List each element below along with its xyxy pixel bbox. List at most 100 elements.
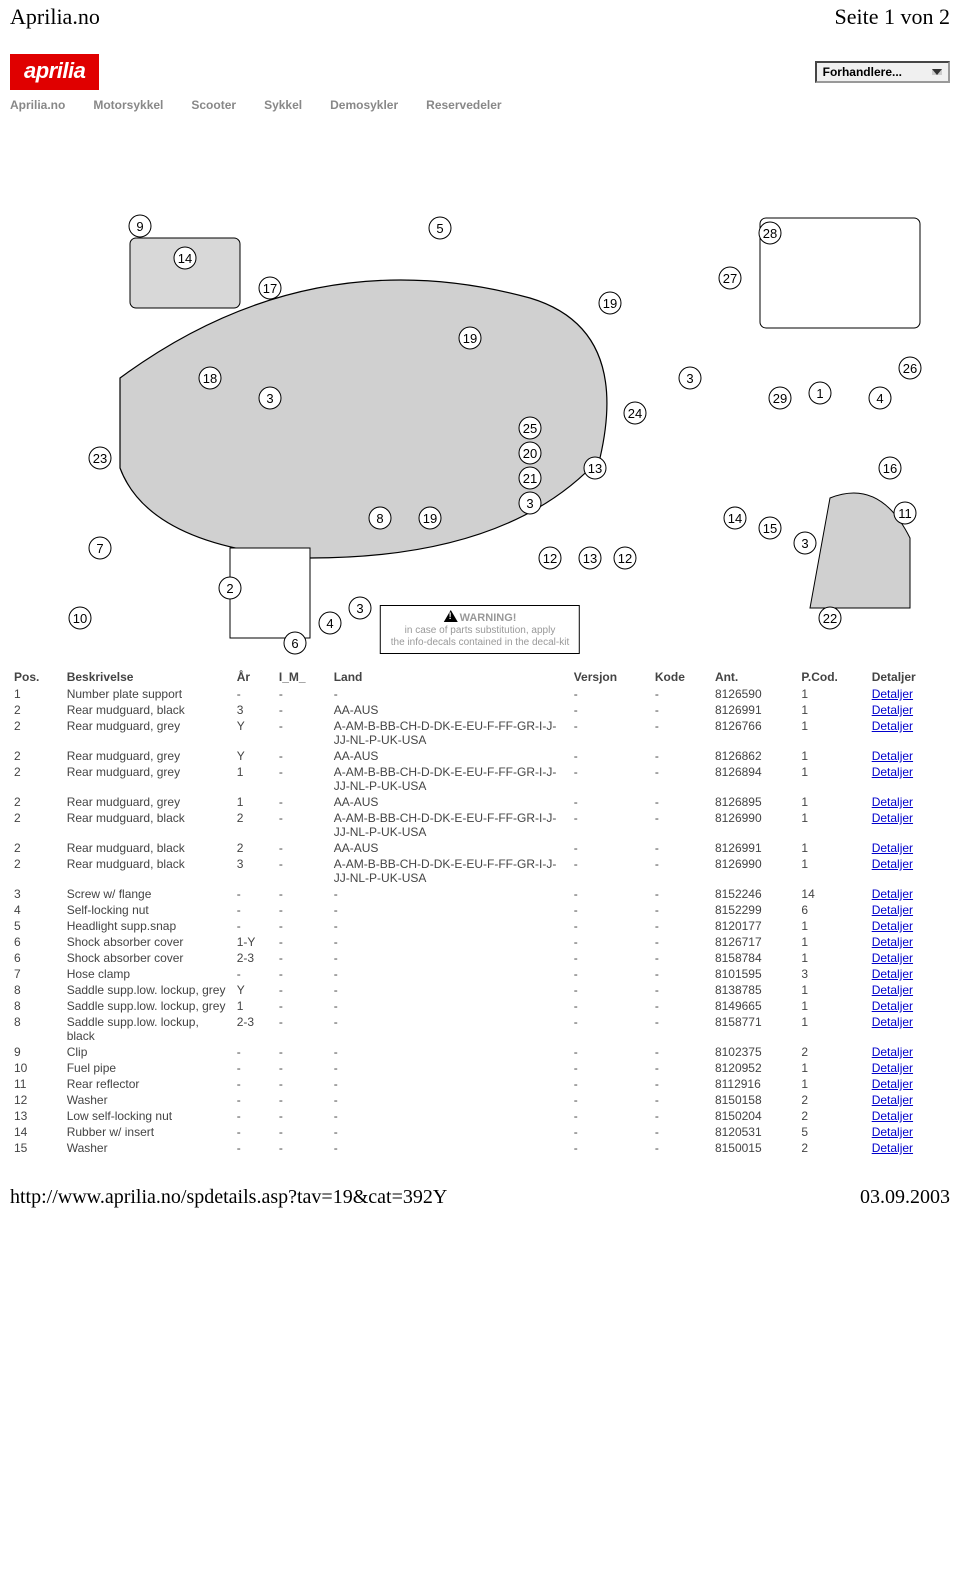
details-link[interactable]: Detaljer [872, 1109, 913, 1123]
details-link[interactable]: Detaljer [872, 1077, 913, 1091]
details-link[interactable]: Detaljer [872, 967, 913, 981]
warning-line2: the info-decals contained in the decal-k… [391, 637, 569, 649]
cell-ar: 2-3 [233, 1014, 275, 1044]
details-link[interactable]: Detaljer [872, 935, 913, 949]
details-link[interactable]: Detaljer [872, 1015, 913, 1029]
cell-land: AA-AUS [330, 840, 570, 856]
cell-desc: Rear mudguard, black [63, 856, 233, 886]
cell-ant: 8120952 [711, 1060, 797, 1076]
svg-text:19: 19 [603, 296, 617, 311]
dealer-dropdown[interactable]: Forhandlere... [815, 61, 950, 83]
cell-ant: 8126766 [711, 718, 797, 748]
cell-kode: - [651, 856, 711, 886]
details-link[interactable]: Detaljer [872, 1141, 913, 1155]
details-link[interactable]: Detaljer [872, 795, 913, 809]
cell-land: - [330, 1014, 570, 1044]
details-link[interactable]: Detaljer [872, 999, 913, 1013]
cell-ar: - [233, 902, 275, 918]
cell-pcod: 1 [797, 918, 867, 934]
cell-detaljer: Detaljer [868, 982, 950, 998]
svg-text:14: 14 [728, 511, 742, 526]
nav-item[interactable]: Motorsykkel [93, 98, 163, 112]
cell-ver: - [570, 1108, 651, 1124]
cell-im: - [275, 718, 330, 748]
footer-date: 03.09.2003 [860, 1186, 950, 1209]
aprilia-logo[interactable]: aprilia [10, 54, 99, 90]
cell-im: - [275, 856, 330, 886]
cell-ar: - [233, 886, 275, 902]
cell-pcod: 1 [797, 1076, 867, 1092]
nav-item[interactable]: Scooter [191, 98, 236, 112]
cell-pos: 15 [10, 1140, 63, 1156]
details-link[interactable]: Detaljer [872, 887, 913, 901]
cell-im: - [275, 1140, 330, 1156]
cell-ver: - [570, 886, 651, 902]
details-link[interactable]: Detaljer [872, 903, 913, 917]
cell-pcod: 1 [797, 1014, 867, 1044]
cell-ant: 8102375 [711, 1044, 797, 1060]
cell-ant: 8138785 [711, 982, 797, 998]
cell-kode: - [651, 764, 711, 794]
details-link[interactable]: Detaljer [872, 719, 913, 733]
cell-pos: 6 [10, 934, 63, 950]
cell-kode: - [651, 998, 711, 1014]
details-link[interactable]: Detaljer [872, 1045, 913, 1059]
cell-ant: 8126990 [711, 856, 797, 886]
svg-text:11: 11 [898, 506, 912, 521]
table-row: 8Saddle supp.low. lockup, black2-3----81… [10, 1014, 950, 1044]
nav-item[interactable]: Aprilia.no [10, 98, 65, 112]
cell-detaljer: Detaljer [868, 794, 950, 810]
nav-item[interactable]: Sykkel [264, 98, 302, 112]
table-row: 3Screw w/ flange-----815224614Detaljer [10, 886, 950, 902]
details-link[interactable]: Detaljer [872, 749, 913, 763]
details-link[interactable]: Detaljer [872, 951, 913, 965]
nav-item[interactable]: Reservedeler [426, 98, 501, 112]
cell-detaljer: Detaljer [868, 886, 950, 902]
details-link[interactable]: Detaljer [872, 703, 913, 717]
details-link[interactable]: Detaljer [872, 765, 913, 779]
cell-detaljer: Detaljer [868, 1060, 950, 1076]
cell-pos: 2 [10, 702, 63, 718]
cell-ver: - [570, 702, 651, 718]
details-link[interactable]: Detaljer [872, 841, 913, 855]
cell-kode: - [651, 748, 711, 764]
cell-im: - [275, 686, 330, 702]
table-row: 9Clip-----81023752Detaljer [10, 1044, 950, 1060]
cell-ant: 8158784 [711, 950, 797, 966]
cell-ver: - [570, 686, 651, 702]
cell-pos: 2 [10, 856, 63, 886]
cell-im: - [275, 902, 330, 918]
cell-ar: - [233, 1108, 275, 1124]
details-link[interactable]: Detaljer [872, 857, 913, 871]
print-header: Aprilia.no Seite 1 von 2 [0, 0, 960, 34]
diagram-svg: 9 14 17 5 18 3 23 7 10 2 6 4 3 8 19 19 2… [10, 118, 950, 658]
cell-land: AA-AUS [330, 748, 570, 764]
cell-ar: 1 [233, 998, 275, 1014]
svg-text:8: 8 [376, 511, 383, 526]
cell-desc: Shock absorber cover [63, 950, 233, 966]
details-link[interactable]: Detaljer [872, 983, 913, 997]
details-link[interactable]: Detaljer [872, 811, 913, 825]
cell-pcod: 1 [797, 998, 867, 1014]
cell-desc: Rubber w/ insert [63, 1124, 233, 1140]
cell-kode: - [651, 686, 711, 702]
cell-ver: - [570, 764, 651, 794]
cell-ver: - [570, 856, 651, 886]
cell-kode: - [651, 966, 711, 982]
table-row: 2Rear mudguard, grey1-A-AM-B-BB-CH-D-DK-… [10, 764, 950, 794]
cell-pos: 13 [10, 1108, 63, 1124]
cell-ant: 8112916 [711, 1076, 797, 1092]
details-link[interactable]: Detaljer [872, 919, 913, 933]
details-link[interactable]: Detaljer [872, 687, 913, 701]
warning-icon [444, 610, 458, 622]
cell-pos: 3 [10, 886, 63, 902]
details-link[interactable]: Detaljer [872, 1125, 913, 1139]
cell-ver: - [570, 810, 651, 840]
svg-text:25: 25 [523, 421, 537, 436]
cell-desc: Low self-locking nut [63, 1108, 233, 1124]
details-link[interactable]: Detaljer [872, 1093, 913, 1107]
nav-item[interactable]: Demosykler [330, 98, 398, 112]
details-link[interactable]: Detaljer [872, 1061, 913, 1075]
cell-land: - [330, 886, 570, 902]
cell-pcod: 6 [797, 902, 867, 918]
